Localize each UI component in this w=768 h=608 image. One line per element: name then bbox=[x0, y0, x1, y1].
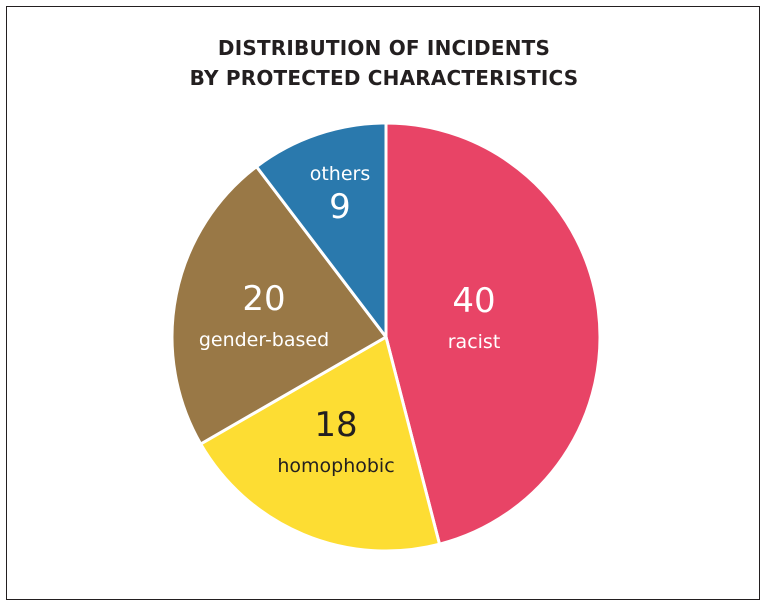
slice-label-homophobic: homophobic bbox=[277, 455, 394, 477]
chart-title-line-2: BY PROTECTED CHARACTERISTICS bbox=[189, 66, 579, 90]
pie-slice-racist bbox=[384, 121, 602, 546]
pie-slice-homophobic bbox=[199, 335, 442, 553]
chart-title-line-1: DISTRIBUTION OF INCIDENTS bbox=[217, 36, 551, 60]
pie-slice-gender-based bbox=[170, 165, 388, 446]
slice-label-others: others bbox=[310, 163, 371, 185]
slice-label-racist: racist bbox=[448, 331, 501, 353]
slice-value-others: 9 bbox=[329, 187, 351, 227]
slice-value-gender-based: 20 bbox=[242, 279, 285, 319]
slice-value-homophobic: 18 bbox=[314, 405, 357, 445]
pie-slice-others bbox=[254, 121, 388, 339]
slice-label-gender-based: gender-based bbox=[199, 329, 329, 351]
slice-value-racist: 40 bbox=[452, 281, 495, 321]
